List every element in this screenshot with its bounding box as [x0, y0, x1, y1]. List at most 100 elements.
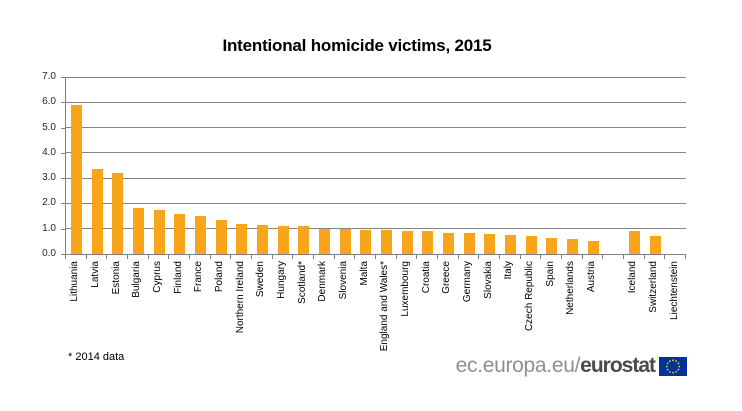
- x-axis-label: Lithuania: [69, 261, 81, 302]
- y-axis-tick-mark: [61, 77, 65, 78]
- y-axis-tick-label: 5.0: [42, 121, 56, 133]
- y-axis-tick-mark: [61, 178, 65, 180]
- x-axis-label: Greece: [441, 261, 453, 294]
- x-axis-label: Latvia: [90, 261, 101, 288]
- bar: [132, 208, 144, 254]
- x-axis-label: Iceland: [627, 261, 639, 294]
- bar: [422, 231, 434, 254]
- bar: [339, 228, 351, 254]
- x-axis-tick-mark: [65, 255, 66, 259]
- x-axis-tick-mark: [354, 255, 356, 259]
- bar: [194, 216, 206, 254]
- x-axis-tick-mark: [437, 255, 438, 259]
- x-axis-tick-mark: [478, 255, 480, 259]
- y-axis-tick-mark: [61, 152, 65, 154]
- gridline: [66, 152, 686, 154]
- x-axis-label: Hungary: [276, 261, 287, 299]
- bar: [649, 236, 661, 254]
- bar: [256, 224, 268, 254]
- x-axis-label: Estonia: [110, 261, 122, 295]
- x-axis-label: Croatia: [420, 261, 432, 294]
- x-axis-tick-mark: [519, 255, 521, 259]
- x-axis-label: Slovenia: [338, 261, 349, 300]
- eu-flag-star: [666, 368, 669, 370]
- bar: [587, 241, 599, 254]
- eu-flag-star: [669, 370, 671, 373]
- eu-flag-star: [675, 359, 677, 362]
- eu-flag-star: [675, 370, 677, 373]
- x-axis-tick-mark: [561, 255, 562, 259]
- x-axis-label: Denmark: [317, 261, 329, 302]
- x-axis-label: Cyprus: [152, 261, 163, 293]
- bar: [298, 226, 310, 254]
- x-axis-label: Czech Republic: [524, 261, 535, 332]
- footnote: * 2014 data: [68, 351, 125, 363]
- x-axis-tick-mark: [85, 255, 87, 259]
- y-axis-tick-label: 0.0: [42, 248, 56, 259]
- x-axis-tick-mark: [292, 255, 294, 259]
- bar: [70, 104, 82, 254]
- x-axis-label: Liechtenstein: [668, 261, 680, 320]
- y-axis-tick-mark: [61, 127, 65, 129]
- y-axis-tick-label: 7.0: [42, 71, 56, 82]
- bar: [484, 233, 496, 254]
- bar: [91, 169, 103, 254]
- x-axis-label: Sweden: [255, 261, 267, 298]
- bar: [504, 235, 516, 254]
- x-axis-tick-mark: [664, 255, 666, 259]
- bar: [628, 231, 640, 254]
- x-axis-tick-mark: [209, 255, 211, 259]
- eu-flag-star: [672, 371, 674, 374]
- gridline: [66, 76, 686, 78]
- plot-area: [65, 76, 686, 255]
- y-axis-tick-label: 4.0: [42, 146, 56, 158]
- gridline: [66, 202, 686, 204]
- y-axis-tick-label: 6.0: [42, 96, 56, 108]
- bar: [277, 226, 289, 254]
- x-axis-label: Northern Ireland: [234, 261, 246, 334]
- x-axis-tick-mark: [416, 255, 418, 259]
- x-axis-label: Switzerland: [648, 261, 659, 313]
- y-axis-tick-mark: [61, 254, 65, 255]
- bar: [546, 237, 558, 254]
- x-axis-tick-mark: [147, 255, 149, 259]
- x-axis-tick-mark: [106, 255, 108, 259]
- bar: [318, 228, 330, 254]
- eu-flag-star: [669, 359, 671, 362]
- x-axis-tick-mark: [540, 255, 542, 259]
- eurostat-logo: ec.europa.eu/eurostat: [456, 353, 687, 379]
- bar: [215, 219, 227, 254]
- y-axis-tick-label: 2.0: [42, 197, 56, 209]
- bar: [525, 236, 537, 254]
- eu-flag-star: [678, 365, 681, 367]
- x-axis-tick-mark: [333, 255, 335, 259]
- x-axis-label: Luxembourg: [400, 261, 411, 317]
- logo-brand-text: eurostat: [580, 354, 656, 377]
- eu-flag-icon: [659, 356, 687, 376]
- x-axis-label: Germany: [462, 261, 473, 303]
- x-axis-tick-mark: [375, 255, 376, 259]
- y-axis-tick-label: 3.0: [42, 172, 56, 184]
- x-axis-tick-mark: [457, 255, 459, 259]
- bar: [112, 173, 124, 254]
- bar: [463, 232, 475, 254]
- x-axis-label: Scotland*: [296, 261, 308, 304]
- x-axis-tick-mark: [127, 255, 128, 259]
- eu-flag-star: [672, 358, 674, 361]
- x-axis-label: Italy: [503, 261, 515, 280]
- x-axis-label: Austria: [586, 261, 597, 293]
- x-axis-label: Poland: [214, 261, 225, 293]
- y-axis-tick-label: 1.0: [42, 222, 56, 234]
- x-axis-tick-mark: [685, 255, 686, 259]
- x-axis-tick-mark: [581, 255, 583, 259]
- bar: [380, 229, 392, 254]
- x-axis-tick-mark: [499, 255, 500, 259]
- x-axis-label: France: [193, 261, 205, 293]
- x-axis-tick-mark: [168, 255, 170, 259]
- x-axis-tick-mark: [251, 255, 252, 259]
- bar: [442, 232, 454, 254]
- x-axis-tick-mark: [395, 255, 397, 259]
- bar: [566, 238, 578, 254]
- x-axis-tick-mark: [271, 255, 273, 259]
